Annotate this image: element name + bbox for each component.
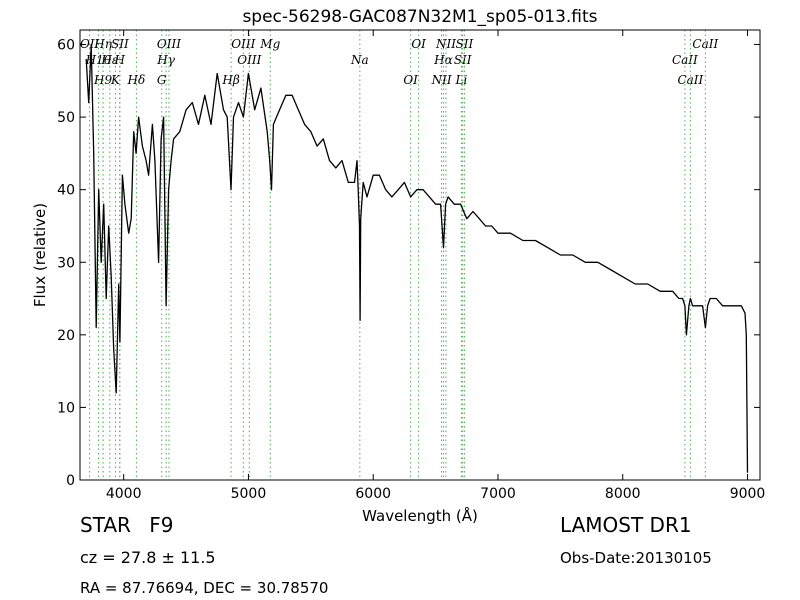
annotation-label: CaII — [692, 37, 718, 51]
x-axis-ticks: 4000 5000 6000 7000 8000 9000 — [106, 30, 765, 502]
annotation-label: Li — [455, 73, 468, 87]
x-tick-label: 9000 — [730, 486, 766, 502]
y-tick-label: 60 — [57, 38, 75, 54]
annotation-label: Mg — [259, 37, 280, 51]
annotation-label: Hγ — [156, 53, 175, 67]
series-group — [85, 43, 749, 473]
y-tick-label: 20 — [57, 328, 75, 344]
annotation-label: OIII — [231, 37, 255, 51]
y-axis-label: Flux (relative) — [31, 203, 49, 307]
annotation-label: OIII — [237, 53, 261, 67]
obsdate-label: Obs-Date:20130105 — [560, 549, 712, 567]
annotation-label: CaII — [677, 73, 703, 87]
x-tick-label: 8000 — [605, 486, 641, 502]
annotation-label: K — [110, 73, 121, 87]
annotation-label: H — [113, 53, 125, 67]
y-tick-label: 40 — [57, 183, 75, 199]
annotation-label: Na — [350, 53, 369, 67]
annotation-label: OIII — [157, 37, 181, 51]
annotation-label: Hβ — [221, 73, 239, 87]
annotation-label: NII — [435, 37, 456, 51]
x-tick-label: 5000 — [231, 486, 267, 502]
spectrum-line — [85, 43, 749, 473]
object-subclass-label: F9 — [149, 513, 174, 537]
y-tick-label: 30 — [57, 255, 75, 271]
y-tick-label: 50 — [57, 110, 75, 126]
y-tick-label: 10 — [57, 400, 75, 416]
y-tick-label: 0 — [66, 473, 75, 489]
x-tick-label: 6000 — [355, 486, 391, 502]
survey-label: LAMOST DR1 — [560, 513, 692, 537]
annotation-label: OII — [80, 37, 100, 51]
annotation-label: Hε — [100, 53, 118, 67]
annotation-label: Hα — [433, 53, 453, 67]
annotation-label: SII — [456, 37, 474, 51]
annotation-label: Hδ — [127, 73, 146, 87]
x-tick-label: 4000 — [106, 486, 142, 502]
annotation-label: OI — [411, 37, 426, 51]
y-axis-ticks: 0 10 20 30 40 50 60 — [57, 38, 760, 489]
x-axis-label: Wavelength (Å) — [362, 506, 478, 525]
line-annotations: OIIH10H9HηHεKSIIHHδOIIIHγGOIIIOIIIHβMgNa… — [80, 30, 719, 480]
annotation-label: Hη — [93, 37, 112, 51]
annotation-label: CaII — [672, 53, 698, 67]
object-class-label: STAR — [80, 513, 131, 537]
radec-value: RA = 87.76694, DEC = 30.78570 — [80, 579, 329, 597]
x-tick-label: 7000 — [480, 486, 516, 502]
plot-frame — [79, 29, 761, 481]
chart-title: spec-56298-GAC087N32M1_sp05-013.fits — [242, 7, 597, 27]
annotation-label: OI — [403, 73, 418, 87]
annotation-label: G — [157, 73, 167, 87]
cz-value: cz = 27.8 ± 11.5 — [80, 548, 216, 567]
annotation-label: NII — [431, 73, 452, 87]
object-class: STAR F9 — [80, 513, 174, 537]
annotation-label: SII — [454, 53, 472, 67]
